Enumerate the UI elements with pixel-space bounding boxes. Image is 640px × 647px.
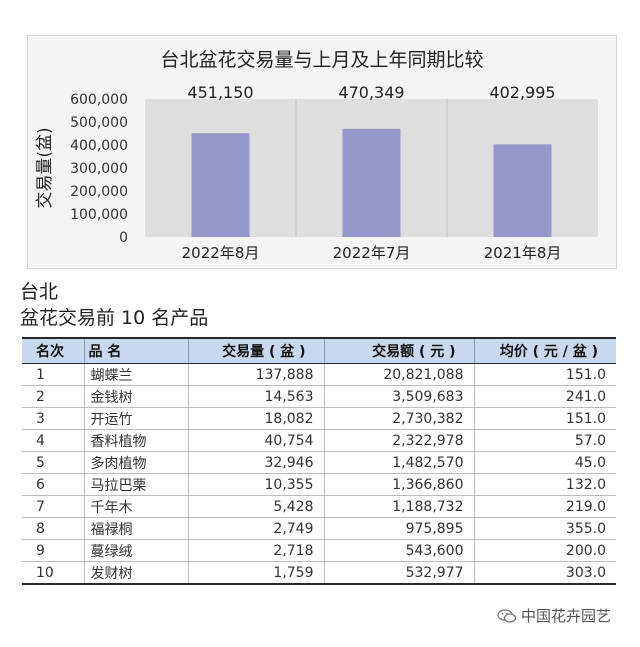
cell-avg-price: 57.0 [473, 429, 616, 452]
cell-rank: 10 [22, 561, 84, 585]
header-rank: 名次 [22, 337, 84, 364]
cell-rank: 3 [22, 407, 84, 430]
table-header-row: 名次 品 名 交易量 ( 盆 ) 交易额 ( 元 ) 均价 ( 元 / 盆 ) [22, 337, 616, 364]
table-row: 4 香料植物 40,754 2,322,978 57.0 [22, 429, 616, 452]
y-tick-label: 400,000 [70, 138, 128, 154]
cell-amount: 1,188,732 [323, 495, 474, 518]
cell-avg-price: 151.0 [473, 407, 616, 430]
cell-volume: 10,355 [187, 473, 324, 496]
cell-amount: 3,509,683 [323, 385, 474, 408]
chart-title: 台北盆花交易量与上月及上年同期比较 [160, 49, 483, 71]
cell-amount: 532,977 [323, 561, 474, 585]
cell-rank: 4 [22, 429, 84, 452]
y-tick-label: 200,000 [70, 184, 128, 200]
cell-avg-price: 151.0 [473, 363, 616, 386]
table-row: 8 福禄桐 2,749 975,895 355.0 [22, 517, 616, 540]
bar [191, 133, 250, 237]
cell-amount: 1,366,860 [323, 473, 474, 496]
cell-volume: 1,759 [187, 561, 324, 585]
cell-avg-price: 355.0 [473, 517, 616, 540]
cell-avg-price: 45.0 [473, 451, 616, 474]
cell-volume: 5,428 [187, 495, 324, 518]
cell-product-name: 香料植物 [83, 429, 188, 452]
bar [342, 128, 401, 237]
bar [493, 144, 552, 237]
cell-rank: 7 [22, 495, 84, 518]
cell-volume: 2,749 [187, 517, 324, 540]
cell-volume: 18,082 [187, 407, 324, 430]
cell-rank: 2 [22, 385, 84, 408]
cell-rank: 6 [22, 473, 84, 496]
x-category-label: 2022年7月 [333, 244, 411, 262]
cell-avg-price: 132.0 [473, 473, 616, 496]
cell-amount: 543,600 [323, 539, 474, 562]
cell-amount: 975,895 [323, 517, 474, 540]
table-row: 6 马拉巴栗 10,355 1,366,860 132.0 [22, 473, 616, 496]
region-heading: 台北 [20, 281, 59, 303]
cell-product-name: 蔓绿绒 [83, 539, 188, 562]
cell-product-name: 金钱树 [83, 385, 188, 408]
bar-value-label: 470,349 [338, 83, 404, 102]
header-amount: 交易额 ( 元 ) [323, 337, 474, 364]
table-title: 盆花交易前 10 名产品 [20, 307, 209, 329]
bar-value-label: 402,995 [489, 83, 555, 102]
table-row: 9 蔓绿绒 2,718 543,600 200.0 [22, 539, 616, 562]
table-row: 7 千年木 5,428 1,188,732 219.0 [22, 495, 616, 518]
cell-avg-price: 219.0 [473, 495, 616, 518]
cell-amount: 1,482,570 [323, 451, 474, 474]
y-tick-label: 300,000 [70, 161, 128, 177]
table-row: 1 蝴蝶兰 137,888 20,821,088 151.0 [22, 363, 616, 386]
cell-rank: 1 [22, 363, 84, 386]
cell-volume: 2,718 [187, 539, 324, 562]
table-row: 3 开运竹 18,082 2,730,382 151.0 [22, 407, 616, 430]
table-row: 5 多肉植物 32,946 1,482,570 45.0 [22, 451, 616, 474]
header-volume: 交易量 ( 盆 ) [187, 337, 324, 364]
cell-product-name: 发财树 [83, 561, 188, 585]
header-name: 品 名 [83, 337, 188, 364]
cell-product-name: 千年木 [83, 495, 188, 518]
table-row: 10 发财树 1,759 532,977 303.0 [22, 561, 616, 585]
watermark: 中国花卉园艺 [497, 605, 611, 626]
watermark-text: 中国花卉园艺 [521, 607, 612, 625]
cell-volume: 14,563 [187, 385, 324, 408]
cell-product-name: 蝴蝶兰 [83, 363, 188, 386]
cell-amount: 2,730,382 [323, 407, 474, 430]
cell-rank: 9 [22, 539, 84, 562]
table-row: 2 金钱树 14,563 3,509,683 241.0 [22, 385, 616, 408]
x-category-label: 2021年8月 [484, 244, 562, 262]
bar-chart: 台北盆花交易量与上月及上年同期比较 0 100,000 200,000 300,000 4… [35, 49, 598, 262]
header-avg-price: 均价 ( 元 / 盆 ) [473, 337, 616, 364]
cell-rank: 5 [22, 451, 84, 474]
y-axis-label: 交易量(盆) [35, 127, 55, 208]
wechat-icon [497, 608, 517, 623]
cell-product-name: 开运竹 [83, 407, 188, 430]
y-tick-label: 100,000 [70, 207, 128, 223]
cell-avg-price: 200.0 [473, 539, 616, 562]
cell-product-name: 多肉植物 [83, 451, 188, 474]
cell-avg-price: 241.0 [473, 385, 616, 408]
bar-value-label: 451,150 [187, 83, 253, 102]
cell-product-name: 福禄桐 [83, 517, 188, 540]
cell-volume: 32,946 [187, 451, 324, 474]
cell-amount: 2,322,978 [323, 429, 474, 452]
cell-rank: 8 [22, 517, 84, 540]
cell-amount: 20,821,088 [323, 363, 474, 386]
cell-product-name: 马拉巴栗 [83, 473, 188, 496]
cell-avg-price: 303.0 [473, 561, 616, 585]
cell-volume: 40,754 [187, 429, 324, 452]
cell-volume: 137,888 [187, 363, 324, 386]
x-category-label: 2022年8月 [182, 244, 260, 262]
y-tick-label: 500,000 [70, 115, 128, 131]
y-tick-label: 0 [119, 230, 128, 246]
y-tick-label: 600,000 [70, 92, 128, 108]
chart-panel: 台北盆花交易量与上月及上年同期比较 0 100,000 200,000 300,000 4… [27, 35, 617, 269]
top10-table: 名次 品 名 交易量 ( 盆 ) 交易额 ( 元 ) 均价 ( 元 / 盆 ) … [22, 337, 616, 585]
